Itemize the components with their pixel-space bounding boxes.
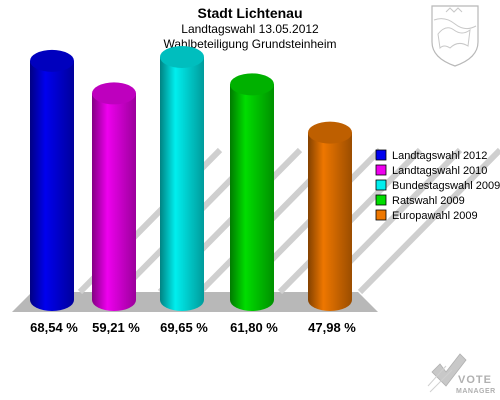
bar-body xyxy=(160,57,204,311)
legend-label: Europawahl 2009 xyxy=(392,210,478,222)
bar-body xyxy=(92,93,136,312)
bar-body xyxy=(308,132,352,311)
legend-label: Bundestagswahl 2009 xyxy=(392,180,500,192)
bar-body xyxy=(30,60,74,311)
bar xyxy=(92,82,136,312)
bar-body xyxy=(230,84,274,311)
bar-top xyxy=(308,121,352,144)
legend-label: Landtagswahl 2010 xyxy=(392,165,487,177)
value-labels: 68,54 % 59,21 % 69,65 % 61,80 % 47,98 % xyxy=(30,320,356,335)
coat-of-arms-icon xyxy=(431,5,479,67)
bar-top xyxy=(92,82,136,105)
value-label: 69,65 % xyxy=(160,320,208,335)
legend-swatch xyxy=(375,209,387,221)
watermark-line1: VOTE xyxy=(458,374,492,386)
value-label: 59,21 % xyxy=(92,320,140,335)
bar xyxy=(308,121,352,311)
chart-subtitle-1: Landtagswahl 13.05.2012 xyxy=(181,22,319,36)
votemanager-logo: VOTE MANAGER xyxy=(427,353,496,395)
watermark-line2: MANAGER xyxy=(456,388,496,395)
legend: Landtagswahl 2012 Landtagswahl 2010 Bundes… xyxy=(375,149,500,222)
bar-top xyxy=(160,46,204,68)
grid-line xyxy=(357,147,500,295)
legend-swatch xyxy=(375,149,387,161)
value-label: 47,98 % xyxy=(308,320,356,335)
chart-title: Stadt Lichtenau xyxy=(197,5,302,21)
bar xyxy=(230,73,274,311)
legend-swatch xyxy=(375,179,387,191)
legend-swatch xyxy=(375,164,387,176)
bar-top xyxy=(230,73,274,96)
chart-subtitle-2: Wahlbeteiligung Grundsteinheim xyxy=(164,37,337,51)
legend-label: Landtagswahl 2012 xyxy=(392,150,487,162)
bar xyxy=(160,46,204,311)
legend-swatch xyxy=(375,194,387,206)
bar xyxy=(30,49,74,311)
checkmark-icon xyxy=(427,353,467,393)
value-label: 68,54 % xyxy=(30,320,78,335)
legend-label: Ratswahl 2009 xyxy=(392,195,465,207)
value-label: 61,80 % xyxy=(230,320,278,335)
bars xyxy=(30,46,352,312)
bar-top xyxy=(30,49,74,72)
